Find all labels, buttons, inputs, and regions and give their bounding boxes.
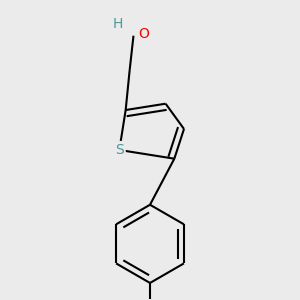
Text: S: S [115, 143, 124, 157]
Text: H: H [113, 17, 123, 31]
Text: O: O [138, 27, 149, 41]
